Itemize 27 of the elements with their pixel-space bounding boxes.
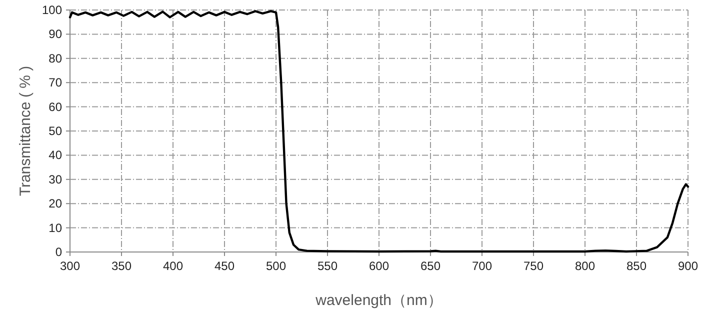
x-tick-label: 500	[266, 259, 286, 273]
y-tick-label: 90	[48, 27, 62, 42]
y-tick-label: 20	[48, 196, 62, 211]
x-tick-label: 900	[678, 259, 698, 273]
y-tick-label: 70	[48, 76, 62, 90]
line-series	[68, 10, 690, 253]
y-tick-label: 60	[48, 100, 62, 114]
x-tick-label: 550	[317, 259, 338, 273]
y-tick-label: 0	[55, 245, 62, 259]
x-tick-label: 750	[523, 259, 544, 273]
y-tick-label: 80	[48, 51, 62, 66]
x-axis-title: wavelength（nm）	[314, 292, 442, 309]
x-tick-label: 450	[214, 259, 235, 273]
x-tick-label: 300	[60, 259, 80, 273]
y-tick-label: 40	[48, 148, 62, 162]
y-tick-label: 100	[42, 3, 62, 17]
y-tick-label: 10	[48, 220, 62, 235]
x-tick-label: 850	[626, 259, 647, 273]
y-tick-label: 50	[48, 124, 62, 138]
y-axis-title: Transmittance ( % )	[17, 66, 34, 196]
x-tick-label: 650	[420, 259, 441, 273]
y-tick-label: 30	[48, 172, 62, 186]
x-tick-label: 600	[368, 259, 390, 273]
x-tick-label: 350	[111, 259, 132, 273]
x-tick-label: 400	[162, 259, 184, 273]
x-tick-label: 800	[574, 259, 596, 273]
x-tick-label: 700	[472, 259, 492, 273]
